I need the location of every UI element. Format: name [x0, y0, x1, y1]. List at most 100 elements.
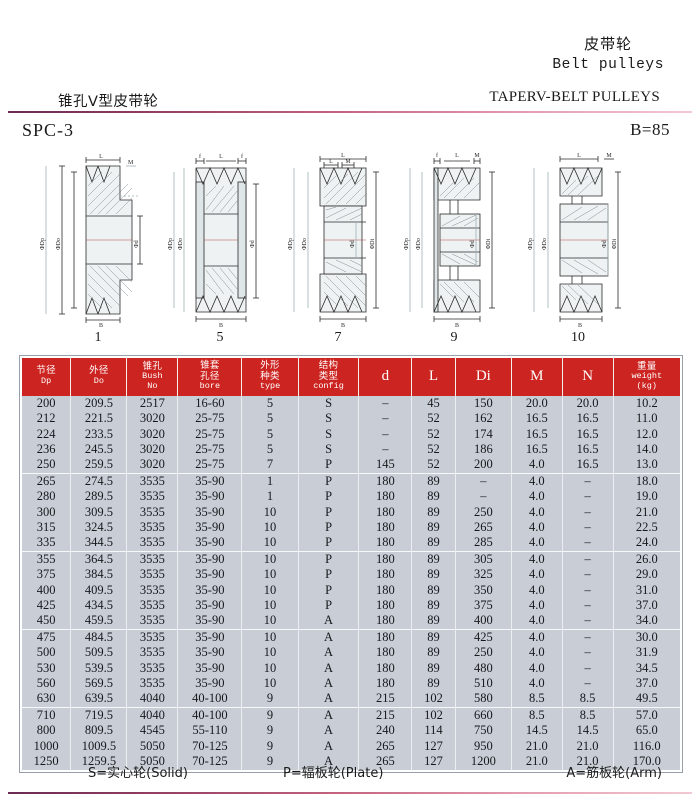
table-cell: 35-90 [177, 676, 243, 692]
table-cell: 180 [358, 489, 413, 505]
table-cell: 4040 [126, 691, 179, 708]
table-cell: 16.5 [511, 426, 563, 442]
table-row: 1000 1009.5 5050 70-125 9 A 265 127 950 21.0 21.0 1… [22, 738, 680, 755]
table-cell: – [562, 550, 614, 568]
table-cell: 9 [241, 754, 299, 770]
table-cell: – [562, 504, 614, 521]
table-cell: 45 [411, 395, 456, 412]
table-cell: 5 [241, 411, 299, 427]
table-row: 265 274.5 3535 35-90 1 P 180 89–4.0–18.0 [22, 472, 680, 490]
svg-text:L: L [99, 154, 103, 160]
table-cell: 21.0 [613, 504, 680, 521]
table-cell: 8.5 [562, 706, 614, 724]
svg-text:ΦDp: ΦDp [168, 238, 174, 250]
table-cell: 509.5 [70, 645, 128, 661]
table-cell: A [298, 723, 360, 739]
table-row: 280 289.5 3535 35-90 1 P 180 89–4.0–19.0 [22, 489, 680, 505]
col-header-label: No [147, 380, 158, 391]
table-cell: 10 [241, 520, 299, 536]
table-cell: 384.5 [70, 567, 128, 583]
table-cell: 65.0 [613, 723, 680, 739]
table-cell: 8.5 [511, 691, 563, 708]
table-cell: 3535 [126, 628, 179, 646]
table-row: 630 639.5 4040 40-100 9 A 215 102 580 8.5 8.5 49.5 [22, 691, 680, 708]
table-cell: 569.5 [70, 676, 128, 692]
table-cell: 3535 [126, 660, 179, 677]
table-cell: 89 [411, 613, 456, 630]
table-cell: 21.0 [511, 754, 563, 770]
header-divider-rule [8, 111, 692, 113]
table-cell: 52 [411, 411, 456, 427]
table-cell: 180 [358, 567, 413, 583]
svg-text:B: B [341, 323, 345, 328]
table-cell: 25-75 [177, 457, 243, 474]
table-cell: 300 [22, 504, 72, 521]
table-cell: 221.5 [70, 411, 128, 427]
table-cell: 37.0 [613, 676, 680, 692]
table-cell: 4.0 [511, 582, 563, 599]
table-cell: 4.0 [511, 613, 563, 630]
table-cell: 180 [358, 628, 413, 646]
table-cell: 35-90 [177, 535, 243, 552]
table-cell: 40-100 [177, 706, 243, 724]
table-cell: 55-110 [177, 723, 243, 739]
table-cell: – [562, 613, 614, 630]
table-cell: 200 [22, 395, 72, 412]
table-cell: – [562, 472, 614, 490]
svg-text:ΦDp: ΦDp [528, 238, 534, 250]
table-cell: 4.0 [511, 457, 563, 474]
table-cell: 4545 [126, 723, 179, 739]
main-title-cn: 皮带轮 [584, 35, 633, 53]
table-cell: 89 [411, 472, 456, 490]
table-cell: 180 [358, 550, 413, 568]
table-cell: – [562, 535, 614, 552]
table-cell: 539.5 [70, 660, 128, 677]
table-cell: 3020 [126, 441, 179, 458]
spec-table: 节径 Dp 外径 Do 锥孔 Bush No 锥套 孔径 bore 外形 种类 type 结构 类型 conf… [22, 358, 680, 770]
svg-text:L: L [341, 153, 345, 159]
figure-9-number: 9 [450, 330, 458, 345]
table-cell: 35-90 [177, 582, 243, 599]
table-cell: 102 [411, 691, 456, 708]
table-cell: 3535 [126, 676, 179, 692]
svg-text:ΦDp: ΦDp [288, 238, 294, 250]
table-cell: 350 [455, 582, 512, 599]
table-cell: 250 [455, 504, 512, 521]
table-cell: 89 [411, 550, 456, 568]
table-cell: 10 [241, 535, 299, 552]
col-header-label: Dp [41, 375, 52, 386]
figure-5-drawing: f L f B ΦDp ΦDo Φd [168, 153, 259, 328]
table-cell: 344.5 [70, 535, 128, 552]
table-cell: 224 [22, 426, 72, 442]
table-row: 335 344.5 3535 35-90 10 P 180 89 285 4.0–24.0 [22, 535, 680, 552]
table-cell: 162 [455, 411, 512, 427]
table-cell: 180 [358, 598, 413, 614]
table-cell: – [455, 472, 512, 490]
table-cell: 245.5 [70, 441, 128, 458]
table-cell: 35-90 [177, 660, 243, 677]
table-cell: 20.0 [562, 395, 614, 412]
svg-text:f: f [241, 153, 243, 160]
figure-5: f L f B ΦDp ΦDo Φd 5 [162, 152, 278, 348]
table-cell: 1200 [455, 754, 512, 770]
table-cell: 719.5 [70, 706, 128, 724]
table-cell: 70-125 [177, 754, 243, 770]
svg-text:ΦDp: ΦDp [404, 238, 410, 250]
table-cell: 274.5 [70, 472, 128, 490]
table-cell: 16-60 [177, 395, 243, 412]
table-cell: 34.5 [613, 660, 680, 677]
svg-text:L: L [219, 154, 223, 160]
table-cell: 5 [241, 395, 299, 412]
table-row: 530 539.5 3535 35-90 10 A 180 89 480 4.0–34.5 [22, 660, 680, 677]
main-title-en: Belt pulleys [552, 57, 664, 74]
col-header-Dp: 节径 Dp [22, 358, 72, 396]
table-cell: 4.0 [511, 489, 563, 505]
table-cell: 89 [411, 645, 456, 661]
table-cell: 800 [22, 723, 72, 739]
table-cell: 4.0 [511, 520, 563, 536]
table-cell: – [358, 395, 413, 412]
table-cell: 89 [411, 628, 456, 646]
table-cell: P [298, 489, 360, 505]
svg-text:M: M [128, 160, 134, 166]
table-cell: A [298, 754, 360, 770]
